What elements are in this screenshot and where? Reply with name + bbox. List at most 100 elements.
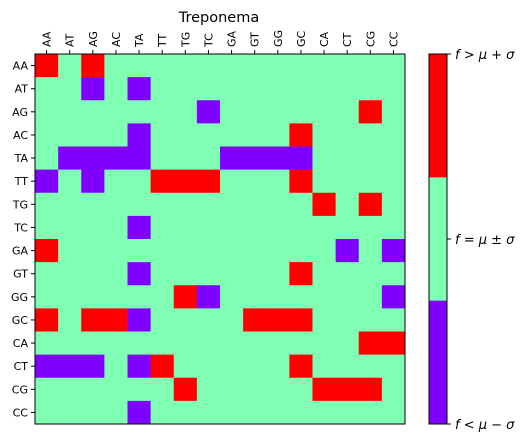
heatmap-cell (81, 331, 105, 356)
heatmap-cell (358, 262, 383, 286)
heatmap-cell (173, 400, 198, 425)
heatmap-cell (358, 354, 383, 379)
heatmap-cell (312, 192, 337, 217)
heatmap-cell (58, 146, 82, 171)
heatmap-cell (266, 123, 290, 147)
heatmap-cell (243, 169, 267, 194)
heatmap-cell (358, 285, 383, 309)
heatmap-cell (312, 146, 337, 171)
heatmap-cell (335, 54, 360, 78)
heatmap-cell (35, 377, 59, 402)
heatmap-cell (35, 354, 59, 379)
y-tick-label: GT (13, 268, 28, 281)
heatmap-cell (312, 331, 337, 356)
heatmap-cell (243, 262, 267, 286)
heatmap-cell (243, 123, 267, 147)
heatmap-cell (289, 239, 313, 263)
heatmap-cell (35, 54, 59, 78)
heatmap-cell (81, 285, 105, 309)
heatmap-cell (127, 146, 152, 171)
heatmap-cell (150, 123, 175, 147)
heatmap-cell (104, 54, 128, 78)
heatmap-cell (381, 400, 406, 425)
heatmap-cell (312, 54, 337, 78)
heatmap-cell (196, 285, 221, 309)
heatmap-cell (127, 262, 152, 286)
heatmap-cell (266, 308, 290, 332)
heatmap-cell (58, 192, 82, 217)
heatmap-cell (196, 354, 221, 379)
heatmap-cell (220, 354, 244, 379)
heatmap-cell (35, 77, 59, 101)
heatmap-cell (81, 354, 105, 379)
heatmap-cell (127, 100, 152, 124)
heatmap-cell (150, 215, 175, 240)
heatmap-cell (35, 262, 59, 286)
heatmap-cell (196, 331, 221, 356)
heatmap-cell (81, 123, 105, 147)
heatmap-cell (104, 331, 128, 356)
heatmap-cell (289, 377, 313, 402)
heatmap-cell (335, 354, 360, 379)
x-tick-label: TG (179, 32, 192, 48)
heatmap-cell (266, 169, 290, 194)
colorbar-tick-label: f < μ − σ (455, 418, 515, 433)
x-tick-label: AT (64, 33, 77, 47)
x-tick-label: TC (202, 33, 215, 48)
heatmap-cell (243, 54, 267, 78)
heatmap-cell (358, 54, 383, 78)
heatmap-cell (196, 215, 221, 240)
heatmap-cell (243, 192, 267, 217)
heatmap-cell (335, 262, 360, 286)
heatmap-cell (150, 354, 175, 379)
heatmap-cell (58, 400, 82, 425)
heatmap-cell (35, 192, 59, 217)
heatmap-cell (81, 239, 105, 263)
heatmap-cell (196, 123, 221, 147)
heatmap-cell (266, 400, 290, 425)
heatmap-cell (220, 377, 244, 402)
heatmap-cell (150, 377, 175, 402)
heatmap-cell (127, 239, 152, 263)
heatmap-cell (243, 215, 267, 240)
heatmap-cell (381, 215, 406, 240)
heatmap-cell (35, 239, 59, 263)
heatmap-cell (289, 77, 313, 101)
x-tick-label: CT (341, 32, 354, 47)
heatmap-cell (335, 331, 360, 356)
heatmap-cell (312, 262, 337, 286)
heatmap-cell (312, 215, 337, 240)
heatmap-cell (381, 100, 406, 124)
heatmap-cell (243, 77, 267, 101)
heatmap-cell (335, 146, 360, 171)
heatmap-cell (173, 215, 198, 240)
heatmap-cell (335, 377, 360, 402)
colorbar-tick-label: f = μ ± σ (455, 233, 515, 248)
x-tick-label: AA (41, 31, 54, 47)
heatmap-cell (243, 285, 267, 309)
heatmap-cell (220, 100, 244, 124)
heatmap-cell (81, 146, 105, 171)
heatmap-cell (104, 285, 128, 309)
heatmap-cell (196, 262, 221, 286)
y-tick-label: AG (12, 106, 28, 119)
heatmap-cell (312, 100, 337, 124)
heatmap-cell (127, 77, 152, 101)
heatmap-cell (266, 239, 290, 263)
y-axis-ticks: AA AT AG AC TA TT TG TC GA GT GG GC CA CT CG CC (11, 60, 35, 419)
heatmap-cell (58, 169, 82, 194)
heatmap-cell (150, 308, 175, 332)
heatmap-cell (104, 308, 128, 332)
heatmap-cell (127, 354, 152, 379)
heatmap-cell (220, 308, 244, 332)
heatmap-cell (358, 215, 383, 240)
heatmap-cell (173, 54, 198, 78)
heatmap-cell (58, 262, 82, 286)
heatmap-cell (58, 377, 82, 402)
colorbar: f > μ + σ f = μ ± σ f < μ − σ (428, 48, 515, 433)
heatmap-cell (220, 77, 244, 101)
heatmap-cell (150, 77, 175, 101)
heatmap-cell (335, 215, 360, 240)
heatmap-cell (266, 100, 290, 124)
heatmap-cell (289, 308, 313, 332)
